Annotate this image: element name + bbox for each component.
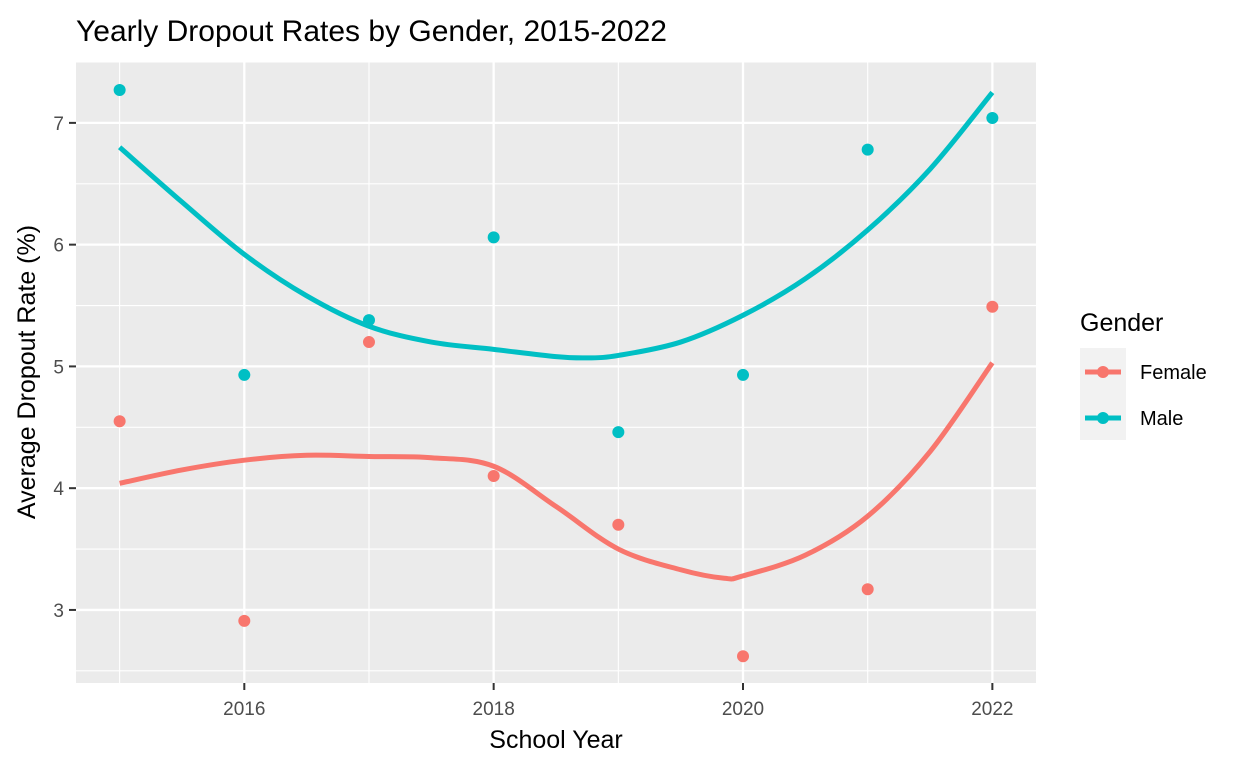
- y-tick-label: 7: [53, 114, 64, 135]
- legend-point-female: [1097, 366, 1109, 378]
- y-tick-label: 5: [53, 357, 64, 378]
- trend-line-female: [119, 361, 995, 582]
- y-axis-title: Average Dropout Rate (%): [13, 225, 41, 519]
- point-male: [113, 84, 126, 97]
- x-tick-label: 2020: [722, 699, 764, 720]
- point-female: [113, 415, 126, 428]
- x-axis-title: School Year: [489, 726, 622, 754]
- series-layer: [113, 84, 999, 663]
- point-female: [238, 614, 251, 627]
- legend-label-female: Female: [1140, 362, 1207, 384]
- minor-grid: [76, 61, 1036, 683]
- point-male: [612, 426, 625, 439]
- point-male: [861, 143, 874, 156]
- point-male: [737, 368, 750, 381]
- point-female: [362, 336, 375, 349]
- point-male: [362, 314, 375, 327]
- legend-items: Female Male: [1080, 348, 1207, 440]
- y-axis: 3 4 5 6 7: [53, 114, 76, 622]
- y-tick-label: 3: [53, 601, 64, 622]
- x-tick-label: 2018: [473, 699, 515, 720]
- legend-title: Gender: [1080, 309, 1163, 337]
- point-female: [487, 470, 500, 482]
- point-male: [487, 231, 500, 244]
- point-female: [737, 650, 750, 663]
- point-female: [986, 300, 999, 313]
- point-female: [612, 518, 625, 531]
- point-male: [238, 368, 251, 381]
- x-tick-label: 2016: [223, 699, 265, 720]
- legend-point-male: [1097, 412, 1109, 424]
- x-axis: 2016 2018 2020 2022: [223, 683, 1014, 720]
- y-tick-label: 4: [53, 479, 64, 500]
- chart-title: Yearly Dropout Rates by Gender, 2015-202…: [76, 15, 667, 48]
- legend-label-male: Male: [1140, 408, 1183, 430]
- point-male: [986, 112, 999, 125]
- plot-panel: [76, 62, 1036, 683]
- x-tick-label: 2022: [971, 699, 1013, 720]
- legend: Gender Female Male: [1080, 309, 1207, 440]
- point-female: [861, 583, 874, 596]
- trend-line-male: [117, 90, 995, 361]
- y-tick-label: 6: [53, 236, 64, 257]
